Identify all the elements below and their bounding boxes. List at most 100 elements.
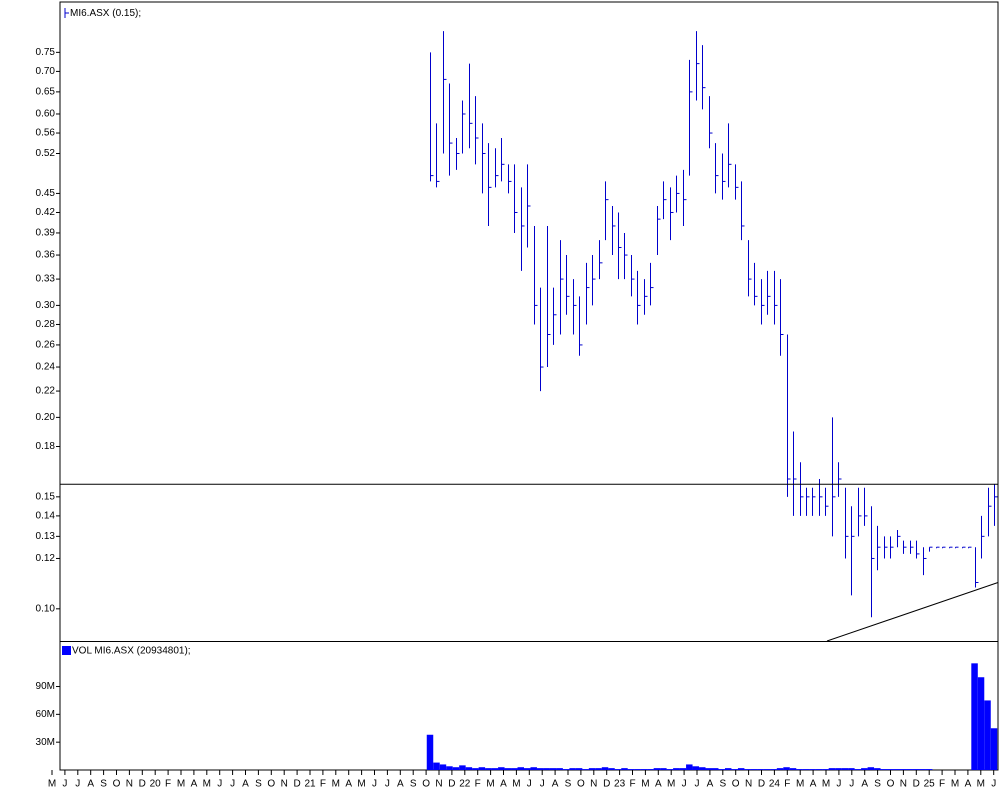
x-tick-label: M	[977, 779, 985, 790]
volume-bar	[776, 768, 784, 770]
x-tick-label: J	[695, 779, 700, 790]
volume-bar	[757, 769, 764, 770]
y-tick-label: 0.10	[36, 603, 56, 614]
volume-bar	[426, 734, 434, 770]
x-tick-label: 25	[924, 779, 936, 790]
x-tick-label: F	[939, 779, 945, 790]
x-tick-label: A	[861, 779, 868, 790]
x-tick-label: N	[281, 779, 288, 790]
volume-bar	[789, 768, 797, 770]
x-tick-label: M	[486, 779, 494, 790]
volume-bar	[802, 769, 810, 770]
y-tick-label: 0.15	[36, 491, 56, 502]
y-tick-label: 0.52	[36, 148, 56, 159]
x-tick-label: N	[435, 779, 442, 790]
volume-bar	[666, 769, 674, 770]
x-tick-label: M	[48, 779, 56, 790]
volume-bar	[575, 768, 583, 770]
volume-bar	[582, 769, 589, 770]
volume-bar	[679, 768, 687, 770]
volume-bar	[724, 768, 732, 770]
volume-bar	[569, 768, 576, 770]
x-tick-label: M	[177, 779, 185, 790]
volume-bar	[828, 768, 836, 770]
x-tick-label: N	[590, 779, 597, 790]
x-tick-label: A	[242, 779, 249, 790]
x-tick-label: J	[836, 779, 841, 790]
volume-bar	[686, 764, 693, 770]
y-tick-label: 0.18	[36, 441, 56, 452]
x-tick-label: S	[100, 779, 107, 790]
x-tick-label: J	[217, 779, 222, 790]
volume-bar	[705, 768, 712, 770]
volume-bar	[653, 768, 661, 770]
x-tick-label: O	[732, 779, 740, 790]
x-tick-label: O	[422, 779, 430, 790]
x-tick-label: O	[113, 779, 121, 790]
x-tick-label: 24	[769, 779, 781, 790]
volume-bar	[783, 767, 790, 770]
volume-bar	[744, 769, 751, 770]
x-tick-label: M	[357, 779, 365, 790]
volume-bar	[491, 768, 499, 770]
x-tick-label: S	[719, 779, 726, 790]
volume-bar	[634, 769, 641, 770]
x-tick-label: A	[810, 779, 817, 790]
volume-bar	[712, 768, 719, 770]
y-tick-label: 0.45	[36, 188, 56, 199]
x-tick-label: F	[629, 779, 635, 790]
volume-bar	[906, 769, 913, 770]
volume-bar	[511, 768, 518, 770]
volume-bar	[485, 768, 492, 770]
volume-bar	[815, 769, 823, 770]
volume-bar	[543, 768, 550, 770]
volume-bar	[556, 768, 563, 770]
x-tick-label: J	[540, 779, 545, 790]
volume-bar	[763, 769, 771, 770]
volume-bar	[841, 768, 849, 770]
volume-bar	[893, 769, 900, 770]
volume-bar	[887, 769, 894, 770]
x-tick-label: J	[849, 779, 854, 790]
x-tick-label: A	[500, 779, 507, 790]
y-tick-label: 0.70	[36, 66, 56, 77]
x-tick-label: M	[951, 779, 959, 790]
x-tick-label: A	[965, 779, 972, 790]
y-tick-label: 0.65	[36, 87, 56, 98]
x-tick-label: J	[62, 779, 67, 790]
x-tick-label: A	[191, 779, 198, 790]
volume-bar	[925, 769, 933, 770]
x-tick-label: 21	[304, 779, 316, 790]
volume-bar	[439, 764, 447, 770]
x-tick-label: J	[75, 779, 80, 790]
x-tick-label: S	[874, 779, 881, 790]
volume-bar	[530, 767, 537, 770]
volume-bar	[750, 769, 758, 770]
volume-bar	[854, 769, 862, 770]
y-tick-label: 0.56	[36, 128, 56, 139]
x-tick-label: N	[745, 779, 752, 790]
volume-bar	[498, 767, 505, 770]
volume-bar	[861, 768, 868, 770]
x-tick-label: 22	[459, 779, 471, 790]
y-tick-label: 0.30	[36, 300, 56, 311]
volume-bar	[614, 769, 622, 770]
volume-bar	[524, 768, 531, 770]
x-tick-label: J	[385, 779, 390, 790]
volume-bar	[549, 768, 557, 770]
y-tick-label: 0.42	[36, 207, 56, 218]
volume-bar	[433, 762, 440, 770]
volume-bar	[472, 768, 479, 770]
volume-bar	[912, 769, 920, 770]
volume-bar	[971, 663, 978, 770]
x-tick-label: J	[527, 779, 532, 790]
volume-bar	[621, 768, 628, 770]
x-tick-label: J	[682, 779, 687, 790]
volume-bar	[692, 766, 700, 770]
x-tick-label: 20	[150, 779, 162, 790]
volume-bar	[465, 767, 473, 770]
volume-bar	[718, 769, 725, 770]
x-tick-label: D	[913, 779, 920, 790]
x-tick-label: D	[603, 779, 610, 790]
